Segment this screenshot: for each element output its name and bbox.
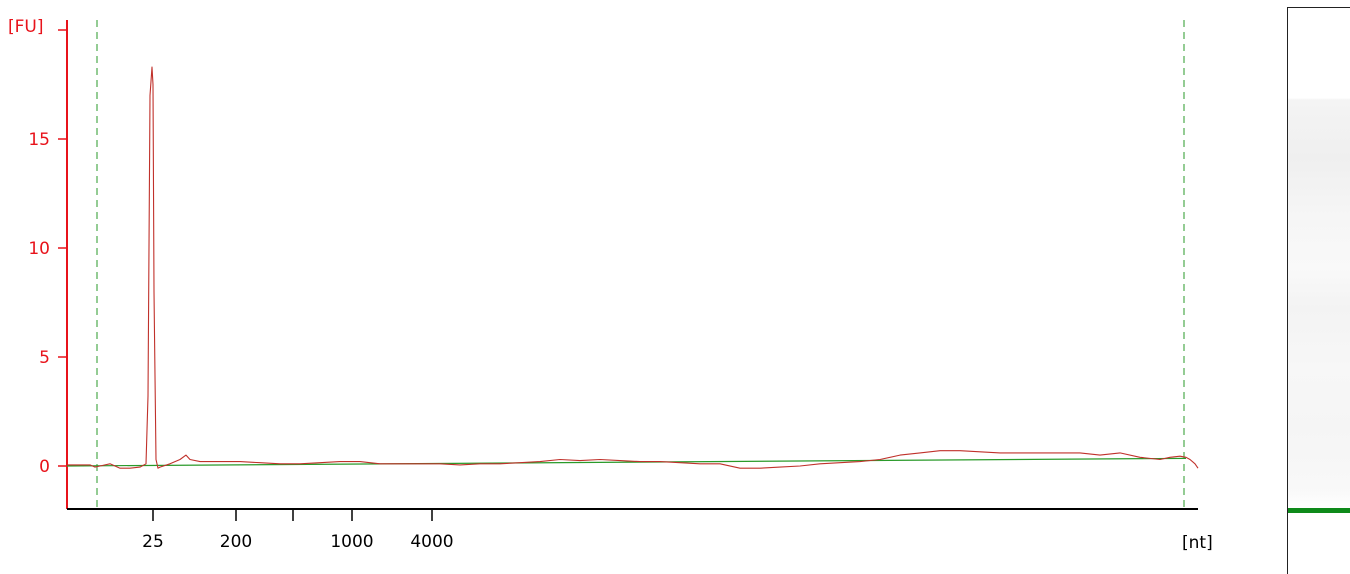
gel-lane-image: [1287, 7, 1350, 574]
x-axis-label: [nt]: [1182, 533, 1213, 553]
baseline-line: [66, 457, 1187, 467]
x-tick-label: 200: [220, 532, 252, 552]
y-tick-label: 0: [39, 457, 50, 477]
plot-area: 0 5 10 15 25 200 1000 4000: [28, 20, 1199, 552]
gel-band-marker: [1288, 508, 1350, 513]
electropherogram-chart: 0 5 10 15 25 200 1000 4000 [FU] [nt]: [8, 17, 1213, 553]
x-tick-label: 1000: [330, 532, 373, 552]
y-tick-label: 15: [28, 130, 50, 150]
y-tick-label: 10: [28, 239, 50, 259]
y-tick-label: 5: [39, 348, 50, 368]
x-tick-label: 4000: [410, 532, 453, 552]
y-axis-label: [FU]: [8, 17, 44, 37]
x-tick-label: 25: [142, 532, 164, 552]
fluorescence-trace: [67, 66, 1199, 469]
